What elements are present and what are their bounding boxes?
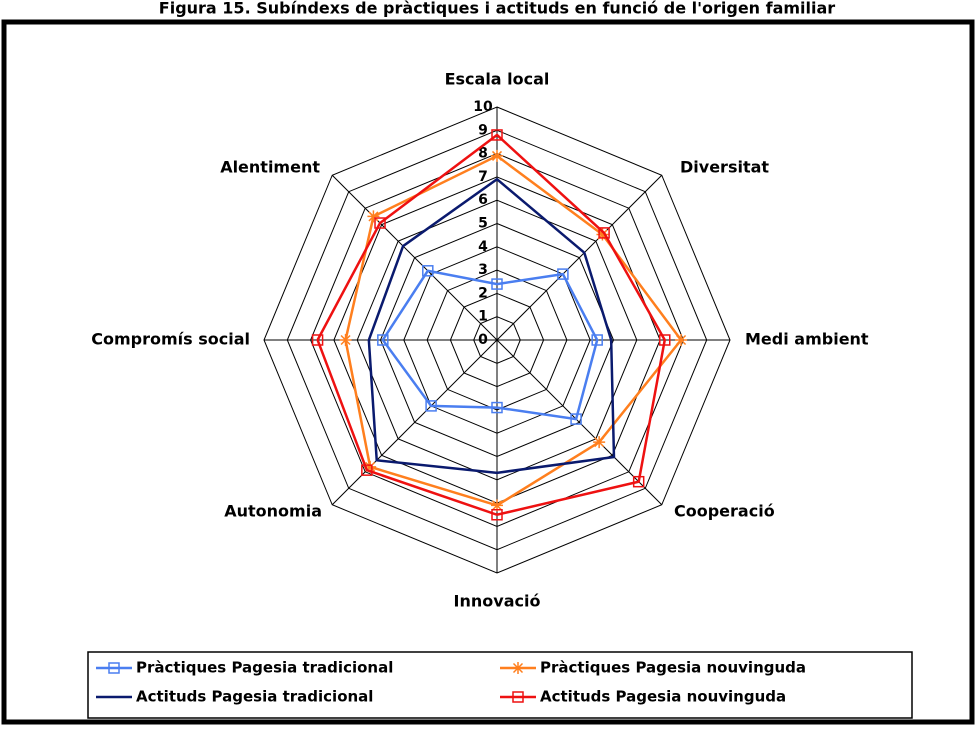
r-tick-label: 5 xyxy=(478,216,488,232)
data-point xyxy=(491,509,503,521)
data-point xyxy=(632,475,645,488)
r-tick-label: 2 xyxy=(478,285,488,301)
r-tick-label: 0 xyxy=(478,332,488,348)
data-point xyxy=(491,129,503,141)
legend-marker xyxy=(512,691,524,703)
legend-label: Actituds Pagesia nouvinguda xyxy=(540,688,786,706)
series-line xyxy=(381,269,599,421)
category-label: Alentiment xyxy=(220,158,320,177)
data-point xyxy=(311,334,324,346)
data-point xyxy=(491,149,503,162)
category-label: Innovació xyxy=(454,592,541,611)
data-point xyxy=(367,210,380,223)
spoke xyxy=(331,174,498,341)
series-line xyxy=(367,177,616,475)
legend-label: Actituds Pagesia tradicional xyxy=(136,688,373,706)
legend-label: Pràctiques Pagesia nouvinguda xyxy=(540,659,806,677)
category-label: Medi ambient xyxy=(745,330,869,349)
r-tick-label: 10 xyxy=(473,99,493,115)
data-point xyxy=(675,334,688,346)
r-tick-label: 8 xyxy=(478,146,488,162)
data-point xyxy=(377,334,389,346)
r-tick-label: 3 xyxy=(478,262,488,278)
category-label: Compromís social xyxy=(91,330,250,349)
r-tick-label: 4 xyxy=(478,239,488,255)
data-point xyxy=(491,499,503,512)
legend-marker xyxy=(108,662,120,674)
spoke xyxy=(496,174,663,341)
r-tick-label: 7 xyxy=(478,169,488,185)
legend-box xyxy=(87,651,913,719)
data-point xyxy=(593,436,606,449)
data-point xyxy=(659,334,671,346)
r-tick-label: 9 xyxy=(478,122,488,138)
spoke xyxy=(331,339,498,506)
data-point xyxy=(596,228,609,241)
chart-title: Figura 15. Subíndexs de pràctiques i act… xyxy=(159,0,836,18)
legend-label: Pràctiques Pagesia tradicional xyxy=(136,659,393,677)
data-point xyxy=(339,334,352,346)
r-tick-label: 1 xyxy=(478,309,488,325)
data-point xyxy=(491,401,503,414)
category-label: Diversitat xyxy=(680,158,769,177)
data-point xyxy=(557,268,569,280)
legend-marker xyxy=(512,662,524,674)
category-label: Autonomia xyxy=(224,502,322,521)
data-point xyxy=(598,227,610,239)
r-tick-label: 6 xyxy=(478,192,488,208)
data-point xyxy=(570,413,582,425)
data-point xyxy=(591,334,603,346)
data-point xyxy=(422,265,434,277)
data-point xyxy=(374,217,386,229)
plot-frame xyxy=(1,19,975,725)
data-point xyxy=(491,278,503,290)
data-point xyxy=(361,464,373,476)
series-line xyxy=(316,133,667,517)
data-point xyxy=(364,460,377,473)
data-point xyxy=(425,400,437,412)
category-label: Cooperació xyxy=(674,502,775,521)
category-label: Escala local xyxy=(445,70,550,89)
